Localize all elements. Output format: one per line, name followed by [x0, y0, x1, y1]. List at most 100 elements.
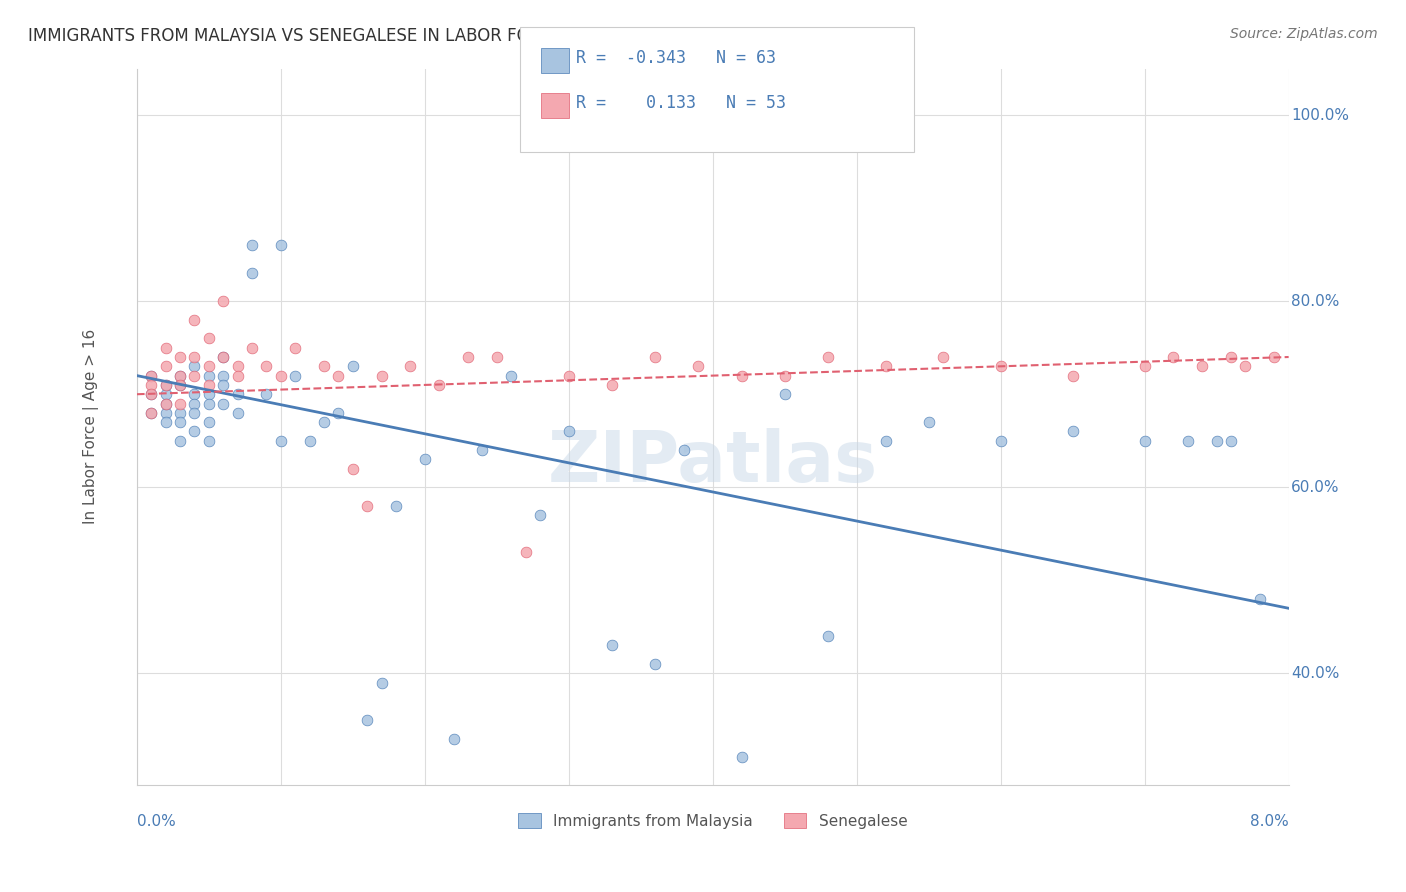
Point	[773, 387, 796, 401]
Point	[240, 238, 263, 252]
Point	[688, 359, 710, 374]
Point	[932, 350, 955, 364]
Point	[198, 396, 221, 410]
Point	[328, 406, 350, 420]
Point	[298, 434, 321, 448]
Point	[356, 713, 378, 727]
Point	[226, 359, 249, 374]
Point	[427, 378, 450, 392]
Point	[169, 350, 191, 364]
Point	[169, 378, 191, 392]
Point	[875, 359, 897, 374]
Point	[773, 368, 796, 383]
Point	[370, 675, 392, 690]
Point	[183, 313, 205, 327]
Point	[183, 387, 205, 401]
Point	[155, 359, 177, 374]
Point	[256, 387, 278, 401]
Point	[198, 359, 221, 374]
Point	[212, 396, 235, 410]
Point	[312, 359, 335, 374]
Point	[644, 350, 666, 364]
Point	[515, 545, 537, 559]
Point	[1177, 434, 1199, 448]
Point	[1191, 359, 1213, 374]
Point	[270, 368, 292, 383]
Point	[155, 387, 177, 401]
Point	[558, 425, 581, 439]
Point	[141, 368, 163, 383]
Point	[918, 415, 941, 429]
Point	[356, 499, 378, 513]
Point	[501, 368, 523, 383]
Point	[270, 434, 292, 448]
Point	[169, 368, 191, 383]
Point	[169, 406, 191, 420]
Point	[1062, 425, 1084, 439]
Point	[183, 350, 205, 364]
Point	[1133, 359, 1156, 374]
Point	[1133, 434, 1156, 448]
Point	[141, 387, 163, 401]
Point	[169, 368, 191, 383]
Point	[1263, 350, 1285, 364]
Text: 8.0%: 8.0%	[1250, 814, 1289, 829]
Point	[312, 415, 335, 429]
Point	[990, 434, 1012, 448]
Text: R =    0.133   N = 53: R = 0.133 N = 53	[576, 94, 786, 112]
Point	[169, 415, 191, 429]
Point	[644, 657, 666, 672]
Point	[529, 508, 551, 523]
Point	[240, 266, 263, 280]
Point	[284, 368, 307, 383]
Point	[212, 378, 235, 392]
Point	[212, 350, 235, 364]
Point	[413, 452, 436, 467]
Point	[485, 350, 508, 364]
Point	[198, 378, 221, 392]
Point	[1249, 591, 1271, 606]
Point	[141, 387, 163, 401]
Point	[370, 368, 392, 383]
Point	[141, 406, 163, 420]
Point	[817, 629, 839, 643]
Point	[183, 359, 205, 374]
Point	[141, 378, 163, 392]
Point	[256, 359, 278, 374]
Point	[240, 341, 263, 355]
Point	[817, 350, 839, 364]
Point	[198, 415, 221, 429]
Point	[183, 396, 205, 410]
Point	[457, 350, 479, 364]
Point	[198, 434, 221, 448]
Point	[270, 238, 292, 252]
Text: In Labor Force | Age > 16: In Labor Force | Age > 16	[83, 329, 98, 524]
Point	[141, 368, 163, 383]
Text: 0.0%: 0.0%	[136, 814, 176, 829]
Point	[155, 406, 177, 420]
Point	[212, 350, 235, 364]
Point	[990, 359, 1012, 374]
Point	[198, 368, 221, 383]
Point	[183, 425, 205, 439]
Point	[443, 731, 465, 746]
Point	[730, 368, 752, 383]
Point	[212, 368, 235, 383]
Point	[1205, 434, 1227, 448]
Text: Source: ZipAtlas.com: Source: ZipAtlas.com	[1230, 27, 1378, 41]
Point	[1163, 350, 1185, 364]
Point	[183, 368, 205, 383]
Point	[155, 341, 177, 355]
Point	[198, 387, 221, 401]
Point	[226, 368, 249, 383]
Point	[1220, 350, 1243, 364]
Point	[169, 378, 191, 392]
Point	[600, 378, 623, 392]
Point	[169, 396, 191, 410]
Point	[399, 359, 422, 374]
Point	[183, 406, 205, 420]
Text: ZIPatlas: ZIPatlas	[548, 428, 877, 497]
Point	[169, 434, 191, 448]
Point	[155, 378, 177, 392]
Text: 80.0%: 80.0%	[1291, 293, 1340, 309]
